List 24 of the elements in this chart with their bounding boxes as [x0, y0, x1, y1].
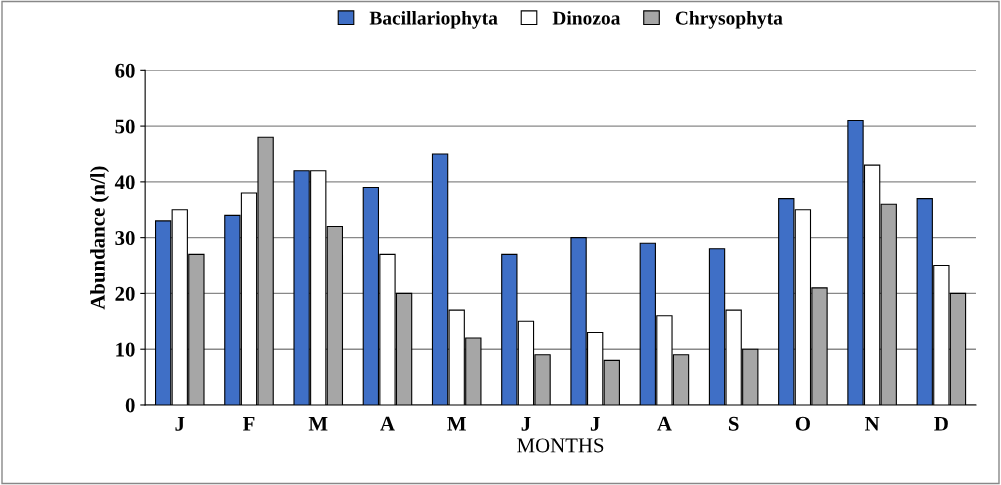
x-tick-label: J: [175, 416, 185, 431]
x-tick-label: D: [934, 416, 948, 431]
legend-label: Dinozoa: [552, 10, 621, 25]
x-tick-label: J: [521, 416, 531, 431]
x-tick-label: F: [242, 416, 255, 431]
y-tick-label: 40: [114, 175, 135, 190]
y-tick-label: 30: [115, 231, 135, 246]
y-tick-label: 60: [115, 63, 135, 78]
x-tick-label: J: [590, 416, 600, 431]
x-tick-label: S: [728, 416, 739, 431]
x-tick-label: A: [657, 416, 672, 431]
y-tick-label: 10: [116, 342, 135, 357]
x-tick-label: M: [447, 416, 466, 431]
y-tick-label: 50: [115, 119, 135, 134]
x-tick-label: M: [308, 416, 328, 431]
x-tick-label: O: [795, 416, 810, 431]
x-tick-label: N: [865, 416, 880, 431]
y-axis-title: Abundance (n/l): [90, 166, 110, 310]
x-axis-title: MONTHS: [517, 438, 604, 453]
legend-label: Bacillariophyta: [369, 10, 498, 29]
x-tick-label: A: [380, 416, 395, 431]
y-tick-label: 0: [125, 398, 135, 413]
y-tick-label: 20: [115, 286, 135, 301]
legend-label: Chrysophyta: [675, 10, 783, 29]
